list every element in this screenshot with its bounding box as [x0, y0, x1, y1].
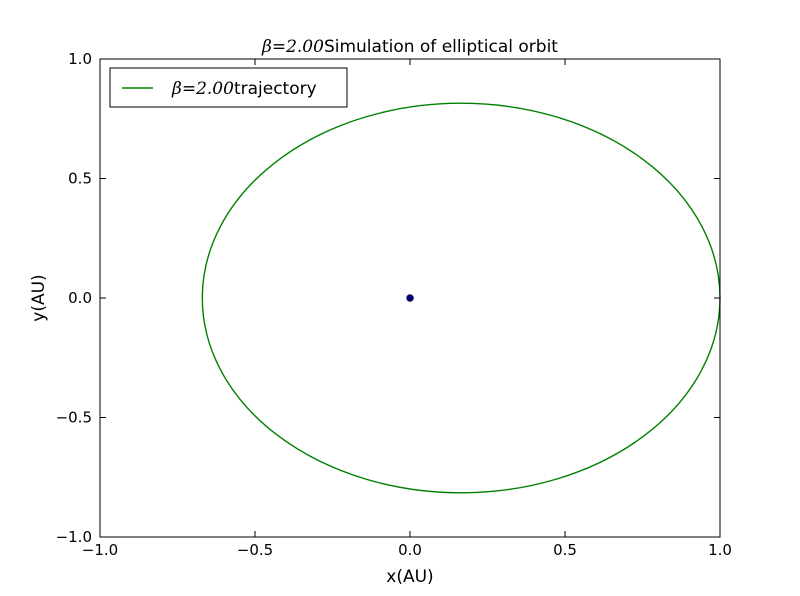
- plot-frame: [99, 58, 721, 538]
- x-tick-label: 0.5: [553, 541, 577, 559]
- legend-trajectory-text: trajectory: [234, 79, 317, 99]
- x-axis-label: x(AU): [386, 567, 433, 587]
- y-tick-label: 1.0: [68, 50, 92, 68]
- x-tick-label: 0.0: [398, 541, 422, 559]
- chart-title: β=2.00Simulation of elliptical orbit: [261, 37, 558, 57]
- origin-point: [406, 294, 414, 302]
- y-axis-label: y(AU): [29, 274, 49, 321]
- x-tick-label: 1.0: [708, 541, 732, 559]
- x-tick-label: −1.0: [82, 541, 118, 559]
- y-tick-label: −0.5: [56, 409, 92, 427]
- chart-title-math: β=2.00: [261, 37, 324, 57]
- legend: β=2.00trajectory: [109, 67, 348, 108]
- y-tick-label: 0.0: [68, 289, 92, 307]
- y-tick-label: 0.5: [68, 170, 92, 188]
- tick-layer: −1.0 −0.5 0.0 0.5 1.0 −1.0 −0.5 0.0 0.5 1.0: [56, 50, 732, 559]
- chart-title-text: Simulation of elliptical orbit: [324, 37, 558, 57]
- legend-trajectory-label: β=2.00trajectory: [171, 79, 317, 99]
- y-tick-label: −1.0: [56, 528, 92, 546]
- x-tick-label: −0.5: [237, 541, 273, 559]
- legend-trajectory-math: β=2.00: [171, 79, 234, 99]
